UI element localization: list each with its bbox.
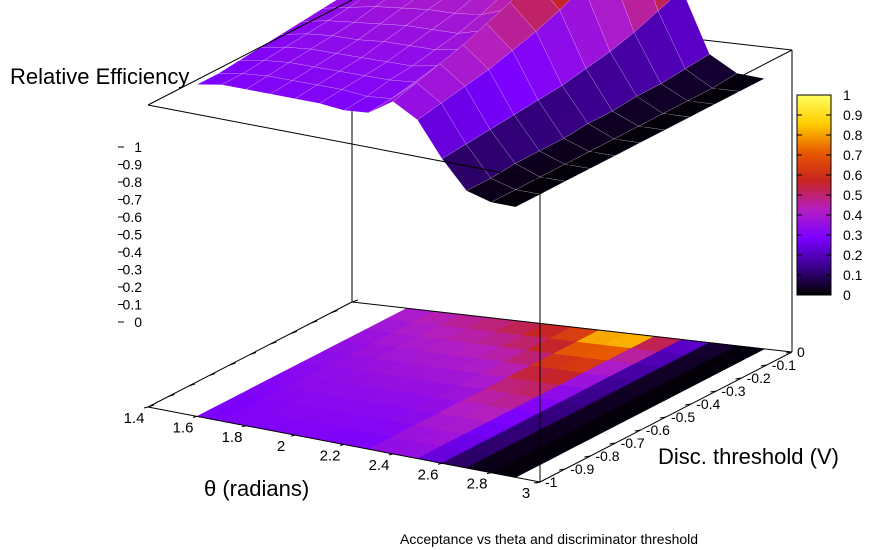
x-tick-mark	[143, 406, 149, 409]
x-tick-mark	[290, 434, 296, 437]
box-edge	[351, 301, 793, 353]
chart-title: Acceptance vs theta and discriminator th…	[400, 531, 698, 547]
y-tick-mark	[634, 429, 641, 432]
y-tick-mark	[785, 351, 793, 354]
z-tick-label: 0.3	[123, 262, 143, 278]
z-tick-label: 0.1	[123, 297, 143, 313]
colorbar-gradient	[796, 94, 832, 296]
x-tick-label: 2.2	[320, 448, 341, 465]
front-left-tick	[229, 362, 236, 366]
z-tick-label: 0.6	[123, 209, 143, 225]
x-tick-label: 1.4	[124, 410, 145, 427]
y-tick-label: -0.5	[671, 409, 695, 425]
y-tick-mark	[760, 364, 767, 367]
x-tick-label: 2.6	[418, 466, 439, 483]
colorbar-tick-label: 1	[843, 87, 851, 103]
front-left-tick	[311, 320, 318, 324]
y-tick-mark	[710, 390, 717, 393]
front-left-tick	[249, 352, 257, 355]
front-left-tick	[290, 331, 297, 334]
x-tick-mark	[388, 453, 394, 456]
x-tick-label: 1.6	[173, 419, 194, 436]
front-left-tick	[168, 394, 175, 397]
surface-cell	[654, 0, 671, 12]
box-edge	[147, 0, 353, 106]
colorbar-tick-label: 0.4	[843, 207, 863, 223]
surface-cell	[588, 138, 641, 156]
y-tick-mark	[609, 442, 616, 445]
y-tick-label: -0.9	[570, 461, 594, 477]
z-tick-label: 1	[134, 139, 142, 155]
z-tick-label: 0.2	[123, 279, 143, 295]
front-left-tick	[188, 383, 195, 387]
colorbar: 0 0.1 0.2 0.3 0.4 0.5 0.6 0.7 0.8 0.9 1	[796, 87, 863, 303]
box-edge	[539, 49, 793, 181]
z-axis-label: Relative Efficiency	[10, 64, 189, 89]
y-tick-label: -0.1	[772, 357, 796, 373]
colorbar-tick-label: 0.8	[843, 127, 863, 143]
surface-cell	[401, 0, 442, 10]
x-tick-label: 2	[277, 438, 285, 455]
y-tick-label: 0	[797, 344, 805, 360]
z-tick-label: 0.8	[123, 174, 143, 190]
x-tick-label: 3	[522, 485, 530, 502]
colorbar-tick-label: 0.7	[843, 147, 863, 163]
surface-cell	[427, 0, 472, 14]
box-edge	[147, 104, 541, 181]
x-tick-mark	[192, 415, 198, 418]
front-left-tick	[331, 310, 338, 313]
x-axis-label: θ (radians)	[204, 476, 309, 501]
y-tick-label: -0.4	[696, 396, 720, 412]
y-tick-mark	[659, 416, 667, 419]
front-left-tick	[147, 404, 155, 408]
x-tick-mark	[486, 472, 492, 475]
x-tick-mark	[241, 425, 247, 428]
colorbar-tick-label: 0.6	[843, 167, 863, 183]
axis-ticks: 1.41.61.822.22.42.62.83-1-0.9-0.8-0.7-0.…	[118, 139, 805, 502]
y-tick-label: -0.8	[595, 448, 619, 464]
z-tick-label: 0.7	[123, 192, 143, 208]
front-left-tick	[351, 299, 359, 303]
y-tick-label: -0.3	[721, 383, 745, 399]
z-tick-label: 0.5	[123, 227, 143, 243]
z-tick-label: 0.4	[123, 244, 143, 260]
y-tick-mark	[584, 455, 591, 458]
y-tick-mark	[685, 403, 692, 406]
surface-mesh	[196, 0, 766, 208]
front-left-tick	[209, 373, 216, 376]
y-tick-label: -0.7	[621, 435, 645, 451]
colorbar-tick-label: 0.1	[843, 267, 863, 283]
y-tick-label: -1	[545, 474, 558, 490]
surface-cell	[662, 100, 716, 118]
y-axis-label: Disc. threshold (V)	[658, 444, 839, 469]
surface-cell	[539, 164, 591, 182]
y-tick-mark	[533, 481, 541, 484]
y-tick-label: -0.6	[646, 422, 670, 438]
surface-cell	[550, 0, 571, 11]
colorbar-tick-label: 0.2	[843, 247, 863, 263]
y-tick-mark	[559, 468, 566, 471]
front-left-tick	[270, 341, 277, 345]
x-tick-label: 2.8	[467, 476, 488, 493]
x-tick-mark	[437, 462, 443, 465]
x-tick-label: 2.4	[369, 457, 390, 474]
y-tick-label: -0.2	[747, 370, 771, 386]
colorbar-tick-label: 0.9	[843, 107, 863, 123]
colorbar-tick-label: 0	[843, 287, 851, 303]
colorbar-tick-label: 0.5	[843, 187, 863, 203]
y-tick-mark	[735, 377, 742, 380]
x-tick-mark	[339, 444, 345, 446]
x-tick-label: 1.8	[222, 429, 243, 446]
colorbar-tick-label: 0.3	[843, 227, 863, 243]
z-tick-label: 0.9	[123, 157, 143, 173]
z-tick-label: 0	[134, 314, 142, 330]
